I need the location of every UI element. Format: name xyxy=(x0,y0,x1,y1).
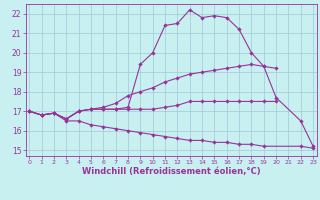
X-axis label: Windchill (Refroidissement éolien,°C): Windchill (Refroidissement éolien,°C) xyxy=(82,167,260,176)
